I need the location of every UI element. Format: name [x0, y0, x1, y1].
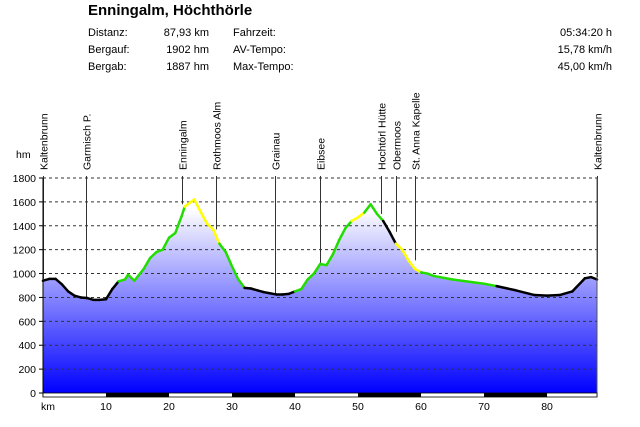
- waypoint-label: Rothmoos Alm: [212, 101, 224, 170]
- y-tick-label: 1000: [13, 269, 37, 281]
- stat-label: Bergab:: [88, 61, 127, 73]
- profile-segment: [325, 253, 335, 267]
- profile-segment: [306, 272, 316, 281]
- y-tick-label: 0: [30, 388, 36, 400]
- y-tick-label: 200: [18, 364, 36, 376]
- waypoint-label: Garmisch P.: [82, 114, 94, 170]
- waypoint-label: St. Anna Kapelle: [411, 92, 423, 170]
- x-axis-scale-block: [484, 393, 548, 397]
- x-tick-label: 30: [226, 401, 238, 413]
- profile-segment: [167, 231, 177, 239]
- waypoint-label: Enningalm: [178, 120, 190, 170]
- profile-segment: [400, 248, 410, 262]
- profile-segment: [199, 210, 209, 225]
- stat-value2: 15,78 km/h: [557, 44, 612, 56]
- profile-segment: [432, 274, 454, 281]
- y-tick-label: 400: [18, 340, 36, 352]
- y-axis-label: hm: [16, 149, 31, 161]
- x-axis-label: km: [41, 401, 55, 413]
- x-tick-label: 60: [415, 401, 427, 413]
- x-tick-label: 50: [352, 401, 364, 413]
- y-tick-label: 1200: [13, 245, 37, 257]
- profile-segment: [558, 290, 574, 297]
- profile-segment: [142, 256, 152, 271]
- y-tick-label: 1400: [13, 221, 37, 233]
- profile-segment: [545, 293, 561, 297]
- stat-value2: 45,00 km/h: [557, 61, 612, 73]
- profile-segment: [186, 198, 196, 206]
- profile-segment: [192, 198, 202, 213]
- waypoint-label: Kaltenbrunn: [39, 113, 51, 170]
- profile-segment: [381, 219, 391, 233]
- profile-segment: [363, 203, 372, 214]
- x-tick-label: 20: [163, 401, 175, 413]
- profile-segment: [66, 290, 76, 297]
- y-tick-label: 1800: [13, 173, 37, 185]
- profile-segment: [111, 280, 120, 291]
- profile-segment: [407, 259, 416, 271]
- profile-segment: [60, 283, 70, 293]
- waypoint-label: Eibsee: [316, 138, 328, 170]
- profile-segment: [514, 289, 536, 297]
- profile-segment: [161, 236, 171, 251]
- profile-segment: [388, 230, 398, 245]
- profile-segment: [482, 282, 498, 288]
- profile-segment: [148, 250, 158, 260]
- stat-label2: Fahrzeit:: [233, 27, 276, 39]
- profile-segment: [375, 212, 385, 223]
- y-tick-label: 1600: [13, 197, 37, 209]
- x-tick-label: 10: [100, 401, 112, 413]
- waypoint-label: Grainau: [271, 132, 283, 170]
- waypoint-label: Obermoos: [392, 121, 404, 170]
- profile-segment: [54, 277, 64, 286]
- profile-segment: [218, 242, 227, 254]
- stat-value: 1887 hm: [166, 61, 209, 73]
- x-axis-scale-block: [358, 393, 422, 397]
- profile-segment: [211, 228, 221, 245]
- profile-segment: [451, 278, 486, 285]
- profile-segment: [570, 277, 587, 293]
- profile-segment: [356, 211, 366, 219]
- x-axis-scale-block: [106, 393, 170, 397]
- profile-segment: [589, 275, 599, 281]
- waypoint-label: Hochtörl Hütte: [377, 103, 389, 170]
- y-tick-label: 800: [18, 292, 36, 304]
- x-tick-label: 80: [541, 401, 553, 413]
- profile-segment: [205, 222, 215, 231]
- profile-segment: [369, 203, 379, 216]
- profile-segment: [180, 205, 187, 218]
- stat-label: Distanz:: [88, 27, 128, 39]
- profile-segment: [133, 267, 146, 282]
- profile-segment: [344, 219, 353, 230]
- profile-segment: [533, 293, 549, 297]
- x-axis-scale-block: [232, 393, 296, 397]
- profile-segment: [237, 278, 246, 290]
- profile-segment: [495, 284, 517, 292]
- x-tick-label: 70: [478, 401, 490, 413]
- stat-label: Bergauf:: [88, 44, 130, 56]
- stat-label2: AV-Tempo:: [233, 44, 286, 56]
- waypoint-label: Kaltenbrunn: [593, 113, 605, 170]
- x-axis-bar: [42, 392, 598, 398]
- profile-segment: [394, 242, 404, 251]
- stat-value: 87,93 km: [163, 27, 209, 39]
- profile-segment: [312, 262, 322, 275]
- profile-area: [43, 199, 597, 393]
- profile-segment: [337, 226, 347, 242]
- profile-segment: [104, 287, 114, 301]
- tour-title: Enningalm, Höchthörle: [88, 2, 253, 19]
- profile-segment: [224, 250, 234, 268]
- profile-segment: [300, 278, 309, 291]
- stat-value: 1902 hm: [166, 44, 209, 56]
- y-tick-label: 600: [18, 316, 36, 328]
- profile-segment: [174, 214, 183, 235]
- profile-segment: [230, 265, 240, 281]
- stat-label2: Max-Tempo:: [233, 61, 294, 73]
- profile-segment: [126, 273, 136, 282]
- x-tick-label: 40: [289, 401, 301, 413]
- profile-segment: [331, 238, 341, 256]
- stat-value2: 05:34:20 h: [560, 27, 612, 39]
